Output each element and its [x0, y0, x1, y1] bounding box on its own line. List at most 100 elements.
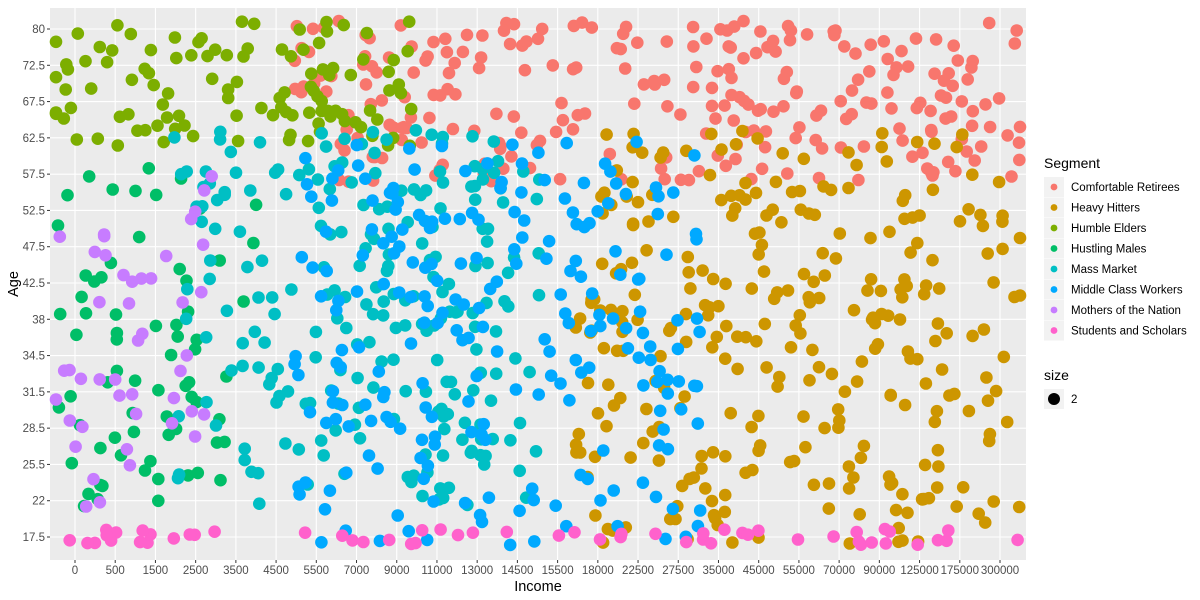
data-point	[532, 288, 546, 302]
data-point	[515, 157, 529, 170]
data-point	[850, 525, 863, 539]
data-point	[601, 522, 615, 536]
data-point	[865, 97, 878, 110]
data-point	[253, 136, 267, 149]
data-point	[863, 65, 876, 78]
data-point	[966, 168, 979, 181]
data-point	[331, 164, 345, 177]
data-point	[942, 524, 955, 537]
data-point	[728, 202, 742, 215]
data-point	[633, 305, 647, 319]
x-tick-label: 70000	[823, 565, 855, 577]
data-point	[167, 391, 181, 405]
y-tick-label: 62.5	[23, 133, 45, 145]
data-point	[569, 254, 583, 268]
data-point	[968, 154, 981, 167]
x-tick-label: 4500	[263, 565, 289, 577]
data-point	[719, 277, 732, 291]
data-point	[350, 138, 364, 152]
data-point	[382, 65, 396, 79]
data-point	[851, 73, 865, 86]
data-point	[781, 284, 795, 297]
data-point	[509, 383, 523, 396]
data-point	[214, 473, 227, 487]
data-point	[602, 197, 615, 210]
data-point	[49, 393, 63, 406]
legend-label: Humble Elders	[1071, 223, 1147, 235]
data-point	[303, 396, 317, 410]
data-point	[530, 192, 544, 206]
x-tick-label: 22500	[622, 565, 654, 577]
data-point	[51, 219, 65, 232]
data-point	[517, 214, 531, 227]
data-point	[60, 58, 73, 71]
data-point	[415, 433, 429, 447]
data-point	[806, 343, 819, 357]
data-point	[812, 291, 826, 305]
y-tick-label: 42.5	[23, 278, 45, 290]
data-point	[302, 163, 316, 176]
data-point	[74, 372, 88, 386]
data-point	[161, 87, 175, 100]
data-point	[535, 22, 549, 36]
data-point	[847, 471, 860, 484]
data-point	[829, 252, 843, 265]
data-point	[831, 403, 845, 416]
size-legend-point	[1048, 393, 1060, 405]
data-point	[727, 114, 740, 127]
data-point	[304, 80, 318, 94]
legend-label: Hustling Males	[1071, 244, 1147, 256]
data-point	[752, 248, 765, 261]
data-point	[373, 534, 387, 548]
data-point	[93, 40, 107, 54]
data-point	[412, 208, 426, 222]
data-point	[602, 378, 615, 392]
data-point	[674, 173, 688, 187]
data-point	[956, 481, 970, 494]
data-point	[996, 242, 1009, 256]
data-point	[752, 444, 765, 458]
data-point	[838, 385, 852, 399]
data-point	[303, 106, 316, 119]
data-point	[185, 405, 199, 418]
data-point	[506, 138, 519, 151]
data-point	[690, 60, 703, 74]
data-point	[750, 335, 763, 348]
data-point	[180, 349, 194, 362]
data-point	[111, 19, 124, 32]
data-point	[691, 417, 705, 430]
data-point	[640, 402, 653, 416]
data-point	[465, 180, 478, 193]
data-point	[93, 373, 106, 386]
data-point	[113, 389, 126, 402]
data-point	[329, 424, 343, 437]
data-point	[883, 225, 896, 239]
data-point	[516, 231, 529, 244]
data-point	[57, 112, 71, 125]
data-point	[598, 186, 611, 199]
data-point	[338, 132, 351, 146]
data-point	[326, 396, 340, 409]
data-point	[468, 193, 482, 206]
data-point	[105, 44, 119, 57]
data-point	[185, 49, 198, 62]
data-point	[364, 414, 378, 428]
data-point	[931, 443, 945, 457]
data-point	[241, 42, 254, 55]
data-point	[129, 184, 142, 198]
data-point	[607, 399, 621, 412]
data-point	[725, 71, 738, 85]
data-point	[926, 253, 939, 267]
data-point	[842, 460, 856, 473]
data-point	[481, 256, 494, 270]
data-point	[510, 257, 523, 271]
data-point	[853, 508, 866, 521]
data-point	[368, 146, 381, 160]
data-point	[868, 316, 882, 330]
data-point	[392, 286, 406, 299]
data-point	[465, 444, 479, 458]
data-point	[110, 333, 124, 346]
data-point	[956, 128, 969, 141]
data-point	[828, 28, 841, 42]
data-point	[864, 38, 877, 51]
